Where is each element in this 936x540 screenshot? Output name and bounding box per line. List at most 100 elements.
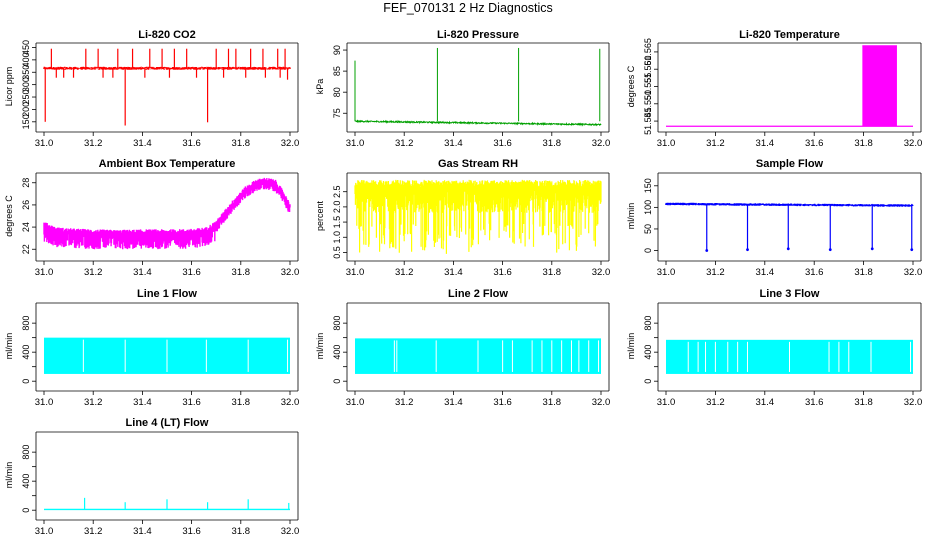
data-line [665,202,914,207]
y-axis-label: degrees C [626,65,636,107]
y-axis-label: ml/min [626,333,636,360]
panel-title: Li-820 Pressure [437,29,519,41]
x-tick-label: 31.2 [395,397,414,408]
x-tick-label: 32.0 [281,138,300,149]
y-tick-label: 800 [21,445,31,460]
y-tick-label: 0 [21,379,31,384]
x-tick-label: 31.8 [854,138,873,149]
panel-gas-stream-rh: Gas Stream RH 31.0 31.2 31.4 31.6 31.8 32.0 0.5… [315,158,610,278]
y-tick-label: 50 [643,224,653,234]
y-tick-label: 51.545 [643,107,653,135]
y-tick-label: 1.5 [332,216,342,229]
x-tick-label: 31.8 [232,526,251,537]
x-tick-label: 31.0 [35,526,54,537]
panel-title: Line 3 Flow [760,288,820,300]
x-tick-label: 31.0 [657,138,676,149]
series-pressure [354,47,602,127]
x-tick-label: 31.0 [657,397,676,408]
y-axis-label: ml/min [315,333,325,360]
x-tick-label: 31.6 [182,397,201,408]
y-tick-label: 80 [332,87,342,97]
x-tick-label: 31.2 [395,138,414,149]
y-tick-label: 400 [332,345,342,360]
panel-line-4-lt-flow: Line 4 (LT) Flow 31.0 31.2 31.4 31.6 31.8 32.0… [4,417,299,537]
y-axis-label: percent [315,200,325,231]
y-tick-label: 400 [21,52,31,67]
data-dip-point [828,248,832,252]
panel-title: Gas Stream RH [438,158,518,170]
y-axis-label: kPa [315,79,325,95]
y-tick-label: 800 [332,316,342,331]
x-tick-label: 31.4 [133,397,152,408]
y-tick-label: 100 [643,200,653,215]
y-tick-label: 51.565 [643,38,653,66]
y-tick-label: 800 [643,316,653,331]
series-line-2 [355,338,601,374]
series-line-1 [44,337,290,374]
panel-line-1-flow: Line 1 Flow 31.0 31.2 31.4 31.6 31.8 32.0 0 400 8… [4,288,299,408]
data-dip-point [705,249,709,252]
x-tick-label: 31.2 [706,138,725,149]
y-tick-label: 0 [21,508,31,513]
panel-li-820-co2: Li-820 CO2 31.0 31.2 31.4 31.6 31.8 32.0 150200… [4,29,299,149]
x-tick-label: 31.2 [706,267,725,278]
x-tick-label: 31.4 [444,267,463,278]
x-tick-label: 31.8 [232,267,251,278]
panel-title: Line 2 Flow [448,288,508,300]
y-axis-label: degrees C [4,195,14,237]
x-tick-label: 31.0 [35,138,54,149]
data-block [862,45,897,127]
data-line [354,119,602,127]
x-tick-label: 31.0 [346,267,365,278]
data-line [354,179,602,254]
y-axis-label: ml/min [4,333,14,360]
y-tick-label: 51.550 [643,90,653,118]
panel-li-820-temperature: Li-820 Temperature 31.0 31.2 31.4 31.6 31.8 32… [626,29,922,149]
x-tick-label: 31.6 [493,397,512,408]
panel-ambient-box-temperature: Ambient Box Temperature 31.0 31.2 31.4 31.6 3… [4,158,299,278]
x-tick-label: 32.0 [281,397,300,408]
x-tick-label: 31.4 [133,267,152,278]
y-axis-label: Licor ppm [4,67,14,107]
y-tick-label: 200 [21,102,31,117]
y-tick-label: 400 [21,474,31,489]
y-tick-label: 51.560 [643,55,653,83]
y-tick-label: 150 [21,114,31,129]
x-tick-label: 31.6 [805,267,824,278]
x-tick-label: 31.2 [84,138,103,149]
panel-title: Ambient Box Temperature [99,158,236,170]
x-tick-label: 31.6 [805,138,824,149]
data-dip-point [746,248,749,252]
x-tick-label: 32.0 [592,267,611,278]
x-tick-label: 31.0 [35,267,54,278]
x-tick-label: 32.0 [904,267,923,278]
panel-title: Line 1 Flow [137,288,197,300]
y-tick-label: 450 [21,40,31,55]
y-tick-label: 400 [21,345,31,360]
x-tick-label: 31.6 [805,397,824,408]
x-tick-label: 31.4 [756,138,775,149]
figure-title: FEF_070131 2 Hz Diagnostics [383,1,553,15]
series-temperature [666,45,913,127]
y-tick-label: 350 [21,65,31,80]
series-line-4 [44,497,290,511]
panel-li-820-pressure: Li-820 Pressure 31.0 31.2 31.4 31.6 31.8 32.0 7… [315,29,610,149]
y-tick-label: 28 [21,178,31,188]
y-tick-label: 250 [21,90,31,105]
x-tick-label: 31.8 [543,397,562,408]
data-line [43,66,291,70]
panel-title: Li-820 CO2 [138,29,195,41]
series-sample-flow [665,202,914,252]
x-tick-label: 31.2 [706,397,725,408]
x-tick-label: 32.0 [281,267,300,278]
y-tick-label: 400 [643,345,653,360]
x-tick-label: 31.6 [182,526,201,537]
x-tick-label: 32.0 [904,138,923,149]
data-line [43,177,291,250]
y-tick-label: 2.5 [332,185,342,198]
y-axis-label: ml/min [626,203,636,230]
x-tick-label: 31.6 [182,267,201,278]
x-tick-label: 31.0 [346,397,365,408]
x-tick-label: 31.2 [84,267,103,278]
